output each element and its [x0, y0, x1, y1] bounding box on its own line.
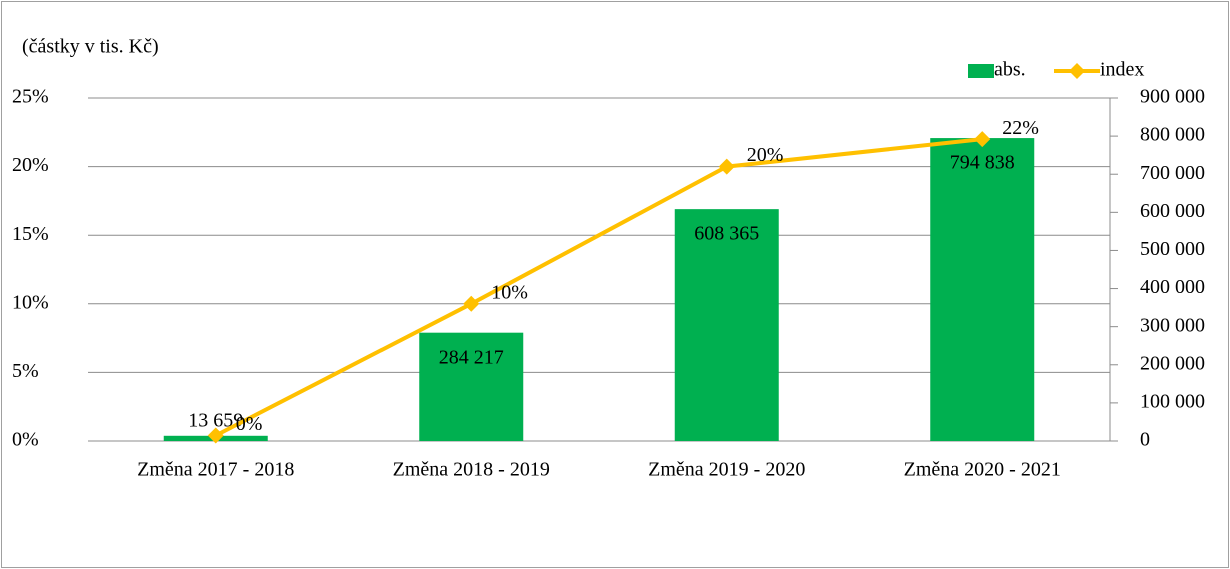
chart-subtitle: (částky v tis. Kč): [22, 36, 159, 58]
line-value-label: 10%: [491, 281, 528, 303]
y2-tick-label: 500 000: [1140, 238, 1205, 260]
y2-tick-label: 700 000: [1140, 162, 1205, 184]
legend-swatch: [968, 64, 994, 78]
bar: [930, 138, 1035, 441]
x-tick-label: Změna 2018 - 2019: [393, 459, 550, 481]
line-marker: [207, 427, 224, 444]
y2-tick-label: 400 000: [1140, 276, 1205, 298]
y2-tick-label: 800 000: [1140, 124, 1205, 146]
line-value-label: 22%: [1002, 117, 1039, 139]
y-tick-label: 20%: [12, 154, 49, 176]
y-tick-label: 15%: [12, 223, 49, 245]
bar: [674, 209, 779, 441]
line: [214, 137, 983, 438]
legend-swatch: [1069, 63, 1085, 79]
y-tick-label: 0%: [12, 429, 39, 451]
y-tick-label: 5%: [12, 360, 39, 382]
y2-tick-label: 100 000: [1140, 390, 1205, 412]
line-value-label: 0%: [236, 413, 263, 435]
legend-label: index: [1100, 59, 1144, 81]
bar-value-label: 794 838: [950, 152, 1015, 174]
y2-tick-label: 900 000: [1140, 86, 1205, 108]
bar-value-label: 284 217: [439, 346, 504, 368]
line-marker: [463, 295, 480, 312]
line-marker: [974, 131, 991, 148]
y-tick-label: 10%: [12, 291, 49, 313]
line-value-label: 20%: [747, 144, 784, 166]
bar-value-label: 13 659: [188, 409, 243, 431]
x-tick-label: Změna 2019 - 2020: [648, 459, 805, 481]
line-marker: [718, 158, 735, 175]
y2-tick-label: 600 000: [1140, 200, 1205, 222]
bar-value-label: 608 365: [694, 223, 759, 245]
y2-tick-label: 0: [1140, 429, 1150, 451]
y-tick-label: 25%: [12, 86, 49, 108]
legend-label: abs.: [994, 59, 1026, 81]
bar: [419, 332, 524, 441]
x-tick-label: Změna 2020 - 2021: [904, 459, 1061, 481]
y2-tick-label: 300 000: [1140, 314, 1205, 336]
x-tick-label: Změna 2017 - 2018: [137, 459, 294, 481]
y2-tick-label: 200 000: [1140, 352, 1205, 374]
